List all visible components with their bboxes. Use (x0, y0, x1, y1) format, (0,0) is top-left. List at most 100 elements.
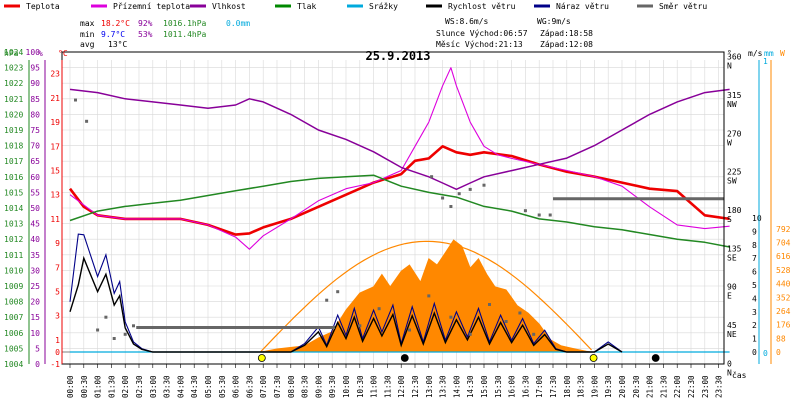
pressure-tick: 1010 (4, 266, 23, 275)
wind-direction-point (325, 298, 329, 302)
time-tick: 13:00 (425, 375, 434, 398)
stat-max-pressure: 1016.1hPa (163, 19, 207, 28)
pressure-tick: 1017 (4, 157, 23, 166)
time-tick: 17:30 (549, 375, 558, 398)
time-tick: 19:00 (590, 375, 599, 398)
wind-direction-point (112, 337, 116, 340)
time-tick: 06:00 (232, 375, 241, 398)
unit-label: hPa (4, 49, 19, 58)
humidity-tick: 25 (30, 282, 40, 291)
series-naraz-vetru (69, 233, 623, 353)
wind-direction-point (518, 311, 522, 315)
wind-direction-tick: E (727, 292, 732, 301)
time-tick: 15:30 (494, 375, 503, 398)
series-rychlost-vetru (69, 255, 623, 353)
humidity-tick: 60 (30, 173, 40, 182)
temperature-tick: 21 (50, 94, 60, 103)
sunset-marker (589, 354, 598, 362)
humidity-tick: 95 (30, 64, 40, 73)
unit-label: mm (764, 49, 774, 58)
theoretical-solar-curve (259, 240, 593, 353)
humidity-tick: 55 (30, 188, 40, 197)
wind-direction-point (132, 324, 135, 328)
legend-label: Vlhkost (212, 2, 246, 11)
unit-label: m/s (748, 49, 763, 58)
stat-max-rain: 0.0mm (226, 19, 250, 28)
humidity-tick: 15 (30, 313, 40, 322)
legend-label: Srážky (369, 2, 398, 11)
solar-tick: 440 (776, 280, 791, 289)
legend-label: Tlak (297, 2, 316, 11)
wind-direction-point (532, 332, 536, 336)
moonrise-marker (651, 354, 660, 362)
wind-speed-tick: 9 (752, 227, 757, 236)
temperature-tick: 13 (50, 191, 60, 200)
pressure-tick: 1012 (4, 235, 23, 244)
humidity-tick: 5 (35, 344, 40, 353)
legend-label: Teplota (26, 2, 60, 11)
wind-direction-tick: 315 (727, 91, 742, 100)
wind-direction-point (468, 187, 472, 191)
wind-speed-tick: 1 (752, 335, 757, 344)
wind-direction-point (430, 175, 434, 179)
wind-speed-info: WS:8.6m/s (445, 17, 489, 26)
solar-tick: 352 (776, 293, 791, 302)
time-tick: 02:30 (135, 375, 144, 398)
time-tick: 10:00 (342, 375, 351, 398)
time-tick: 17:00 (535, 375, 544, 398)
time-tick: 00:00 (66, 375, 75, 398)
time-tick: 04:00 (176, 375, 185, 398)
wind-direction-point (336, 290, 340, 294)
humidity-tick: 30 (30, 266, 40, 275)
temperature-tick: 1 (55, 336, 60, 345)
wind-direction-point (488, 303, 491, 306)
stat-max-temp: 18.2°C (101, 19, 130, 28)
wind-direction-tick: 225 (727, 168, 742, 177)
pressure-tick: 1016 (4, 173, 23, 182)
time-tick: 12:00 (397, 375, 406, 398)
humidity-tick: 100 (26, 48, 41, 57)
wind-gust-info: WG:9m/s (537, 17, 571, 26)
wind-direction-point (449, 315, 453, 319)
temperature-tick: 23 (50, 70, 60, 79)
temperature-tick: 19 (50, 118, 60, 127)
time-tick: 13:30 (439, 375, 448, 398)
time-tick: 08:00 (287, 375, 296, 398)
time-tick: 21:30 (659, 375, 668, 398)
pressure-tick: 1013 (4, 220, 23, 229)
wind-direction-tick: 360 (727, 53, 742, 62)
legend-label: Náraz větru (556, 2, 609, 11)
chart-title: 25.9.2013 (365, 49, 430, 63)
wind-direction-tick: 45 (727, 321, 737, 330)
pressure-tick: 1018 (4, 142, 23, 151)
time-tick: 15:00 (480, 375, 489, 398)
wind-direction-tick: W (727, 138, 732, 147)
time-tick: 02:00 (121, 375, 130, 398)
time-tick: 01:00 (94, 375, 103, 398)
rain-tick: 0 (763, 349, 768, 358)
unit-label: ° (727, 49, 732, 58)
pressure-tick: 1023 (4, 64, 23, 73)
time-tick: 22:30 (687, 375, 696, 398)
humidity-tick: 0 (35, 360, 40, 369)
sunrise-marker (257, 354, 266, 362)
time-tick: 20:00 (618, 375, 627, 398)
wind-direction-point (482, 183, 486, 187)
time-tick: 03:30 (163, 375, 172, 398)
time-tick: 23:00 (701, 375, 710, 398)
temperature-tick: 17 (50, 142, 60, 151)
wind-direction-point (408, 328, 411, 332)
legend-label: Rychlost větru (448, 2, 516, 11)
wind-direction-point (104, 315, 108, 319)
pressure-tick: 1008 (4, 298, 23, 307)
wind-direction-tick: SW (727, 177, 737, 186)
wind-direction-tick: NW (727, 100, 737, 109)
humidity-tick: 45 (30, 220, 40, 229)
humidity-tick: 65 (30, 157, 40, 166)
solar-tick: 704 (776, 239, 791, 248)
time-tick: 05:00 (204, 375, 213, 398)
unit-label: % (38, 49, 43, 58)
wind-speed-tick: 3 (752, 308, 757, 317)
time-tick: 09:30 (328, 375, 337, 398)
time-tick: 01:30 (107, 375, 116, 398)
